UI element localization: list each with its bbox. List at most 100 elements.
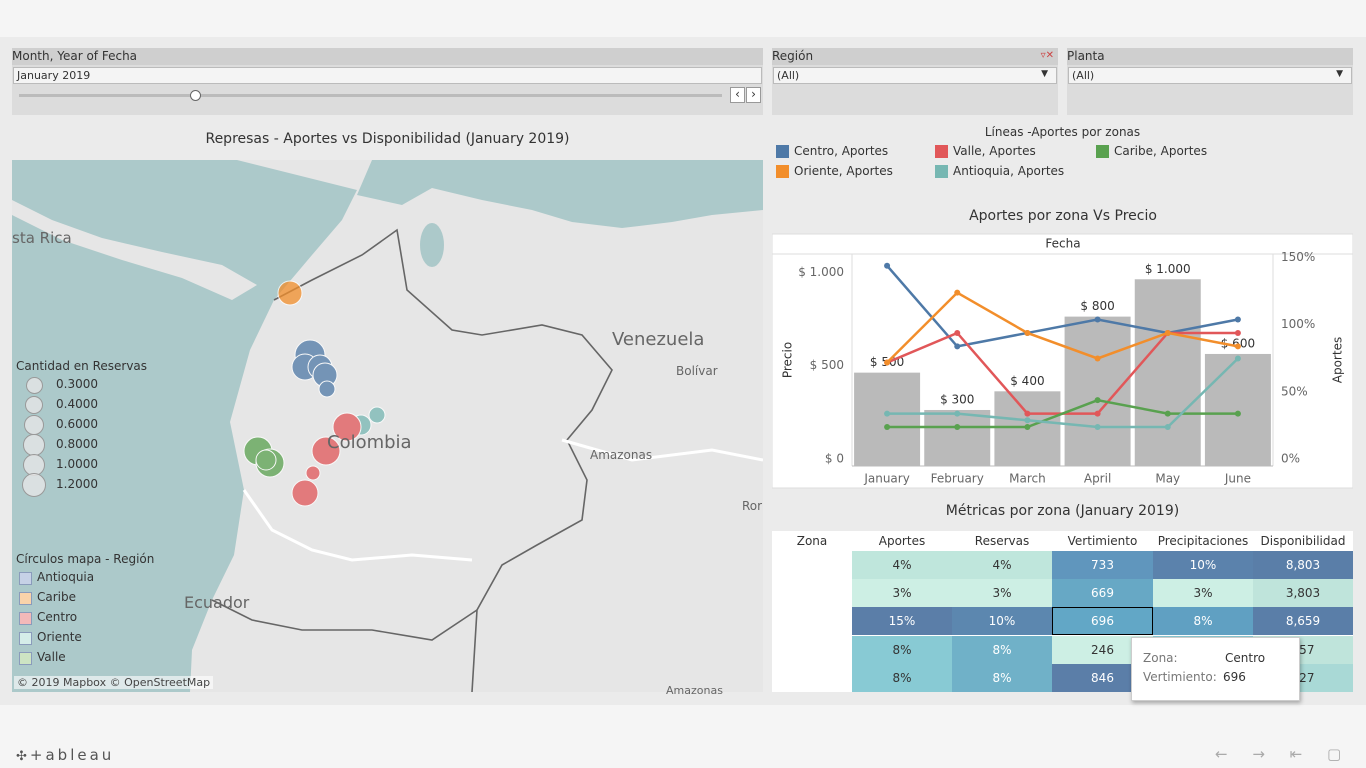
- line-point: [1234, 410, 1241, 417]
- table-cell: 696: [1052, 607, 1153, 636]
- y-tick-label: $ 0: [825, 452, 844, 466]
- row-header: Valle: [772, 663, 852, 692]
- row-header: Centro: [772, 607, 852, 636]
- tooltip-value: 696: [1223, 670, 1246, 684]
- column-header: Disponibilidad: [1260, 534, 1346, 548]
- legend-label: Caribe, Aportes: [1114, 144, 1208, 158]
- bar: [854, 372, 921, 466]
- table-cell: 8,659: [1253, 607, 1353, 636]
- y2-tick-label: 100%: [1281, 317, 1315, 331]
- slider-handle[interactable]: [190, 90, 201, 101]
- sea: [357, 160, 763, 228]
- chart-title: Aportes por zona Vs Precio: [969, 208, 1157, 224]
- filter-label: Planta: [1067, 48, 1353, 65]
- line-point: [1024, 417, 1031, 424]
- filter-dropdown[interactable]: (All): [1068, 67, 1352, 84]
- table-cell: 15%: [852, 607, 952, 636]
- line-legend: Líneas -Aportes por zonas Centro, Aportes…: [772, 125, 1353, 185]
- table-cell: 669: [1052, 579, 1153, 608]
- legend-label: Antioquia, Aportes: [953, 164, 1065, 178]
- line: [886, 291, 1239, 364]
- reservoir-circle: [255, 449, 277, 471]
- reservoir-circle: [305, 465, 321, 481]
- line-point: [954, 410, 961, 417]
- size-legend-label: 0.6000: [56, 417, 98, 431]
- place-label: sta Rica: [12, 228, 72, 247]
- place-label: Ecuador: [184, 593, 250, 612]
- land: [12, 200, 257, 300]
- row-header: Caribe: [772, 579, 852, 608]
- column-header: Precipitaciones: [1157, 534, 1249, 548]
- table-cell: 8%: [952, 663, 1052, 692]
- line-point: [1094, 424, 1101, 431]
- y-axis-title: Precio: [781, 342, 795, 378]
- place-label: Bolívar: [676, 364, 718, 378]
- filter-panel: Month, Year of Fecha January 2019 ‹ ›: [12, 48, 763, 115]
- filter-label: Región: [772, 48, 1058, 65]
- line-point: [1024, 424, 1031, 431]
- place-label: Ror: [742, 499, 763, 513]
- size-legend-label: 1.2000: [56, 477, 98, 491]
- legend-swatch: [19, 592, 32, 605]
- place-label: Amazonas: [590, 448, 653, 462]
- legend-swatch: [1096, 145, 1109, 158]
- line-point: [954, 343, 961, 350]
- line-point: [1164, 329, 1171, 336]
- next-button[interactable]: ›: [746, 87, 761, 103]
- size-legend-label: 0.3000: [56, 377, 98, 391]
- filter-value[interactable]: January 2019: [13, 67, 762, 84]
- legend-label: Valle, Aportes: [953, 144, 1036, 158]
- reservoir-circle: [318, 380, 336, 398]
- legend-swatch: [935, 145, 948, 158]
- table-cell: 10%: [952, 607, 1052, 636]
- table-cell: 8,803: [1253, 551, 1353, 579]
- line-point: [884, 410, 891, 417]
- line-point: [954, 424, 961, 431]
- logo[interactable]: ✣+ableau: [16, 746, 114, 764]
- y-tick-label: $ 1.000: [798, 265, 844, 279]
- dropdown-arrow[interactable]: ▼: [1041, 69, 1048, 79]
- map-attribution: © 2019 Mapbox © OpenStreetMap: [14, 676, 214, 689]
- row-header: Oriente: [772, 635, 852, 664]
- size-legend-circle: [22, 473, 46, 497]
- line: [887, 357, 1239, 429]
- legend-swatch: [776, 145, 789, 158]
- line-point: [954, 289, 961, 296]
- legend-swatch: [776, 165, 789, 178]
- legend-swatch: [19, 632, 32, 645]
- filter-panel: Planta (All) ▼: [1067, 48, 1353, 115]
- line-point: [1234, 355, 1241, 362]
- table-cell: 10%: [1153, 551, 1253, 579]
- line: [886, 264, 1239, 348]
- clear-filter-icon[interactable]: ▿✕: [1040, 50, 1054, 61]
- y2-axis-title: Aportes: [1331, 337, 1345, 383]
- legend-title: Líneas -Aportes por zonas: [984, 125, 1141, 139]
- value-label: $ 1.000: [1145, 262, 1191, 276]
- legend-title: Cantidad en Reservas: [16, 359, 148, 373]
- logo-icon: ✣: [16, 749, 30, 764]
- land: [190, 160, 763, 692]
- table-cell: 3%: [852, 579, 952, 608]
- legend-swatch: [19, 572, 32, 585]
- line-point: [1234, 329, 1241, 336]
- table-cell: 4%: [852, 551, 952, 579]
- x-tick-label: May: [1155, 472, 1180, 486]
- dropdown-arrow[interactable]: ▼: [1336, 69, 1343, 79]
- column-header: Vertimiento: [1067, 534, 1138, 548]
- y2-tick-label: 50%: [1281, 384, 1308, 398]
- map: [12, 160, 763, 692]
- tooltip: Zona: Centro Vertimiento: 696: [1131, 637, 1300, 701]
- filter-panel: Región ▿✕ (All) ▼: [772, 48, 1058, 115]
- filter-dropdown[interactable]: (All): [773, 67, 1057, 84]
- size-legend-circle: [24, 415, 44, 435]
- logo-text: +ableau: [29, 746, 115, 764]
- line: [887, 398, 1238, 429]
- place-label: Colombia: [327, 432, 412, 453]
- line-point: [1234, 316, 1241, 323]
- legend-label: Antioquia: [37, 570, 95, 584]
- border: [242, 489, 473, 562]
- prev-button[interactable]: ‹: [730, 87, 745, 103]
- nav-buttons[interactable]: ← → ⇤ ▢: [1215, 745, 1342, 763]
- border: [561, 438, 763, 462]
